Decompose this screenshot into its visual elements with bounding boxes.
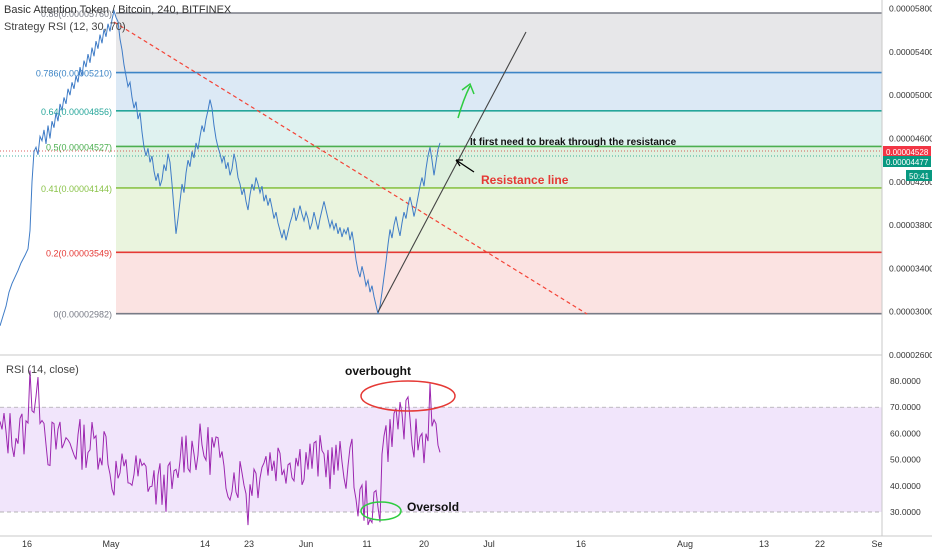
price-axis-tick: 0.00004200 <box>889 177 932 187</box>
price-axis-tick: 0.00002600 <box>889 350 932 360</box>
time-axis-label: May <box>102 539 120 549</box>
fib-level-label: 0(0.00002982) <box>53 310 112 320</box>
overbought-circle <box>360 380 456 412</box>
price-badge-text: 0.00004477 <box>886 158 929 167</box>
rsi-axis-tick: 60.0000 <box>890 428 921 438</box>
fib-zone <box>116 252 882 314</box>
time-axis-label: Jun <box>299 539 314 549</box>
fib-level-label: 0.86(0.00005760) <box>41 9 112 19</box>
price-axis-tick: 0.00005400 <box>889 47 932 57</box>
oversold-annotation: Oversold <box>407 500 459 514</box>
fib-zone <box>116 146 882 188</box>
time-axis-label: 22 <box>815 539 825 549</box>
time-axis-label: Jul <box>483 539 495 549</box>
price-axis-tick: 0.00005000 <box>889 90 932 100</box>
fib-level-label: 0.5(0.00004527) <box>46 142 112 152</box>
breakout-annotation: It first need to break through the resis… <box>470 137 677 148</box>
time-axis-label: 23 <box>244 539 254 549</box>
time-axis-label: 16 <box>22 539 32 549</box>
time-axis-label: Se <box>871 539 882 549</box>
fib-zone <box>116 110 882 147</box>
price-series-line <box>0 8 441 326</box>
breakout-arrow <box>457 85 471 119</box>
price-badge <box>883 146 931 157</box>
resistance-annotation: Resistance line <box>481 173 569 187</box>
price-axis-bg <box>882 0 932 550</box>
rsi-band <box>0 407 882 512</box>
fib-level-label: 0.64(0.00004856) <box>41 107 112 117</box>
rsi-axis-tick: 80.0000 <box>890 376 921 386</box>
price-badge-text: 0.00004528 <box>886 148 929 157</box>
price-axis-tick: 0.00005800 <box>889 4 932 14</box>
time-axis-label: 20 <box>419 539 429 549</box>
time-axis-label: 16 <box>576 539 586 549</box>
time-axis-label: 14 <box>200 539 210 549</box>
rsi-axis-tick: 30.0000 <box>890 507 921 517</box>
price-badge <box>883 156 931 167</box>
price-axis-tick: 0.00003000 <box>889 307 932 317</box>
rsi-line <box>0 370 441 526</box>
fib-zone <box>116 187 882 253</box>
price-axis-tick: 0.00003400 <box>889 263 932 273</box>
trend-line <box>377 31 527 313</box>
overbought-annotation: overbought <box>345 364 411 378</box>
time-axis-label: Aug <box>677 539 693 549</box>
fib-level-label: 0.786(0.00005210) <box>36 69 112 79</box>
price-axis-tick: 0.00003800 <box>889 220 932 230</box>
pointer-arrow <box>455 159 475 173</box>
price-axis-tick: 0.00004600 <box>889 134 932 144</box>
fib-level-label: 0.41(0.00004144) <box>41 184 112 194</box>
breakout-arrow-head <box>461 82 475 95</box>
rsi-axis-tick: 70.0000 <box>890 402 921 412</box>
time-axis-bg <box>0 536 932 550</box>
time-axis-label: 13 <box>759 539 769 549</box>
resistance-line <box>113 21 588 315</box>
time-axis-label: 11 <box>362 539 371 549</box>
fib-level-label: 0.2(0.00003549) <box>46 248 112 258</box>
price-badge <box>906 170 932 181</box>
price-badge-text: 50:41 <box>909 172 930 181</box>
oversold-circle <box>360 501 402 521</box>
rsi-axis-tick: 50.0000 <box>890 455 921 465</box>
fib-zone <box>116 72 882 111</box>
rsi-axis-tick: 40.0000 <box>890 481 921 491</box>
fib-zone <box>116 12 882 73</box>
